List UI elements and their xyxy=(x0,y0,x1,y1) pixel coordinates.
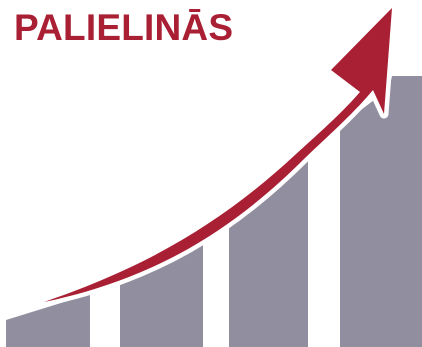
growth-arrow-icon xyxy=(39,3,397,307)
bar-2 xyxy=(120,232,203,347)
bar-1 xyxy=(6,294,90,347)
headline: PALIELINĀS xyxy=(14,7,234,48)
bar-4 xyxy=(340,76,422,347)
bars-group xyxy=(6,76,422,347)
